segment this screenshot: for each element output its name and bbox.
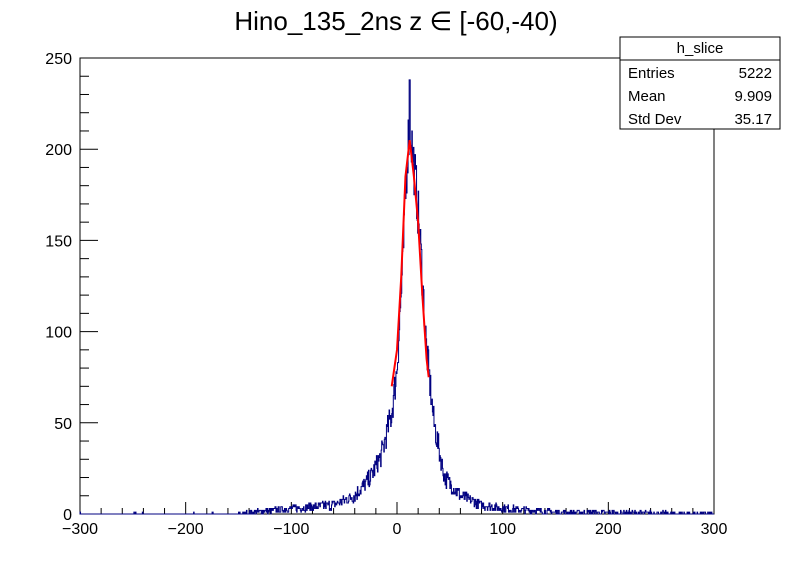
x-tick-label: −100: [273, 521, 309, 538]
y-tick-label: 200: [45, 142, 72, 159]
histogram-series: [79, 79, 714, 515]
plot-frame: [79, 57, 715, 515]
fit-curve-line: [390, 139, 430, 387]
x-tick-label: 200: [595, 521, 622, 538]
x-tick-label: 100: [489, 521, 516, 538]
x-tick-label: −300: [62, 521, 98, 538]
stats-mean-label: Mean: [628, 88, 666, 105]
stats-box-title: h_slice: [677, 40, 724, 57]
stats-stddev-label: Std Dev: [628, 111, 682, 128]
stats-entries-value: 5222: [739, 65, 772, 82]
stats-entries-label: Entries: [628, 65, 675, 82]
stats-box: h_slice Entries 5222 Mean 9.909 Std Dev …: [619, 36, 781, 130]
histogram-line: [79, 79, 714, 515]
y-tick-label: 250: [45, 51, 72, 68]
y-tick-label: 100: [45, 325, 72, 342]
axes: −300 −200 −100 0 100 200 300 0 50 100 150 200 250: [45, 51, 727, 538]
y-tick-label: 50: [54, 416, 72, 433]
x-tick-label: −200: [168, 521, 204, 538]
stats-stddev-value: 35.17: [734, 111, 772, 128]
chart-title: Hino_135_2ns z ∈ [-60,-40): [234, 6, 557, 36]
x-tick-label: 0: [393, 521, 402, 538]
stats-box-frame: [619, 36, 781, 130]
x-tick-label: 300: [701, 521, 728, 538]
fit-curve-series: [390, 139, 430, 387]
stats-mean-value: 9.909: [734, 88, 772, 105]
y-tick-label: 0: [63, 507, 72, 524]
y-tick-label: 150: [45, 233, 72, 250]
